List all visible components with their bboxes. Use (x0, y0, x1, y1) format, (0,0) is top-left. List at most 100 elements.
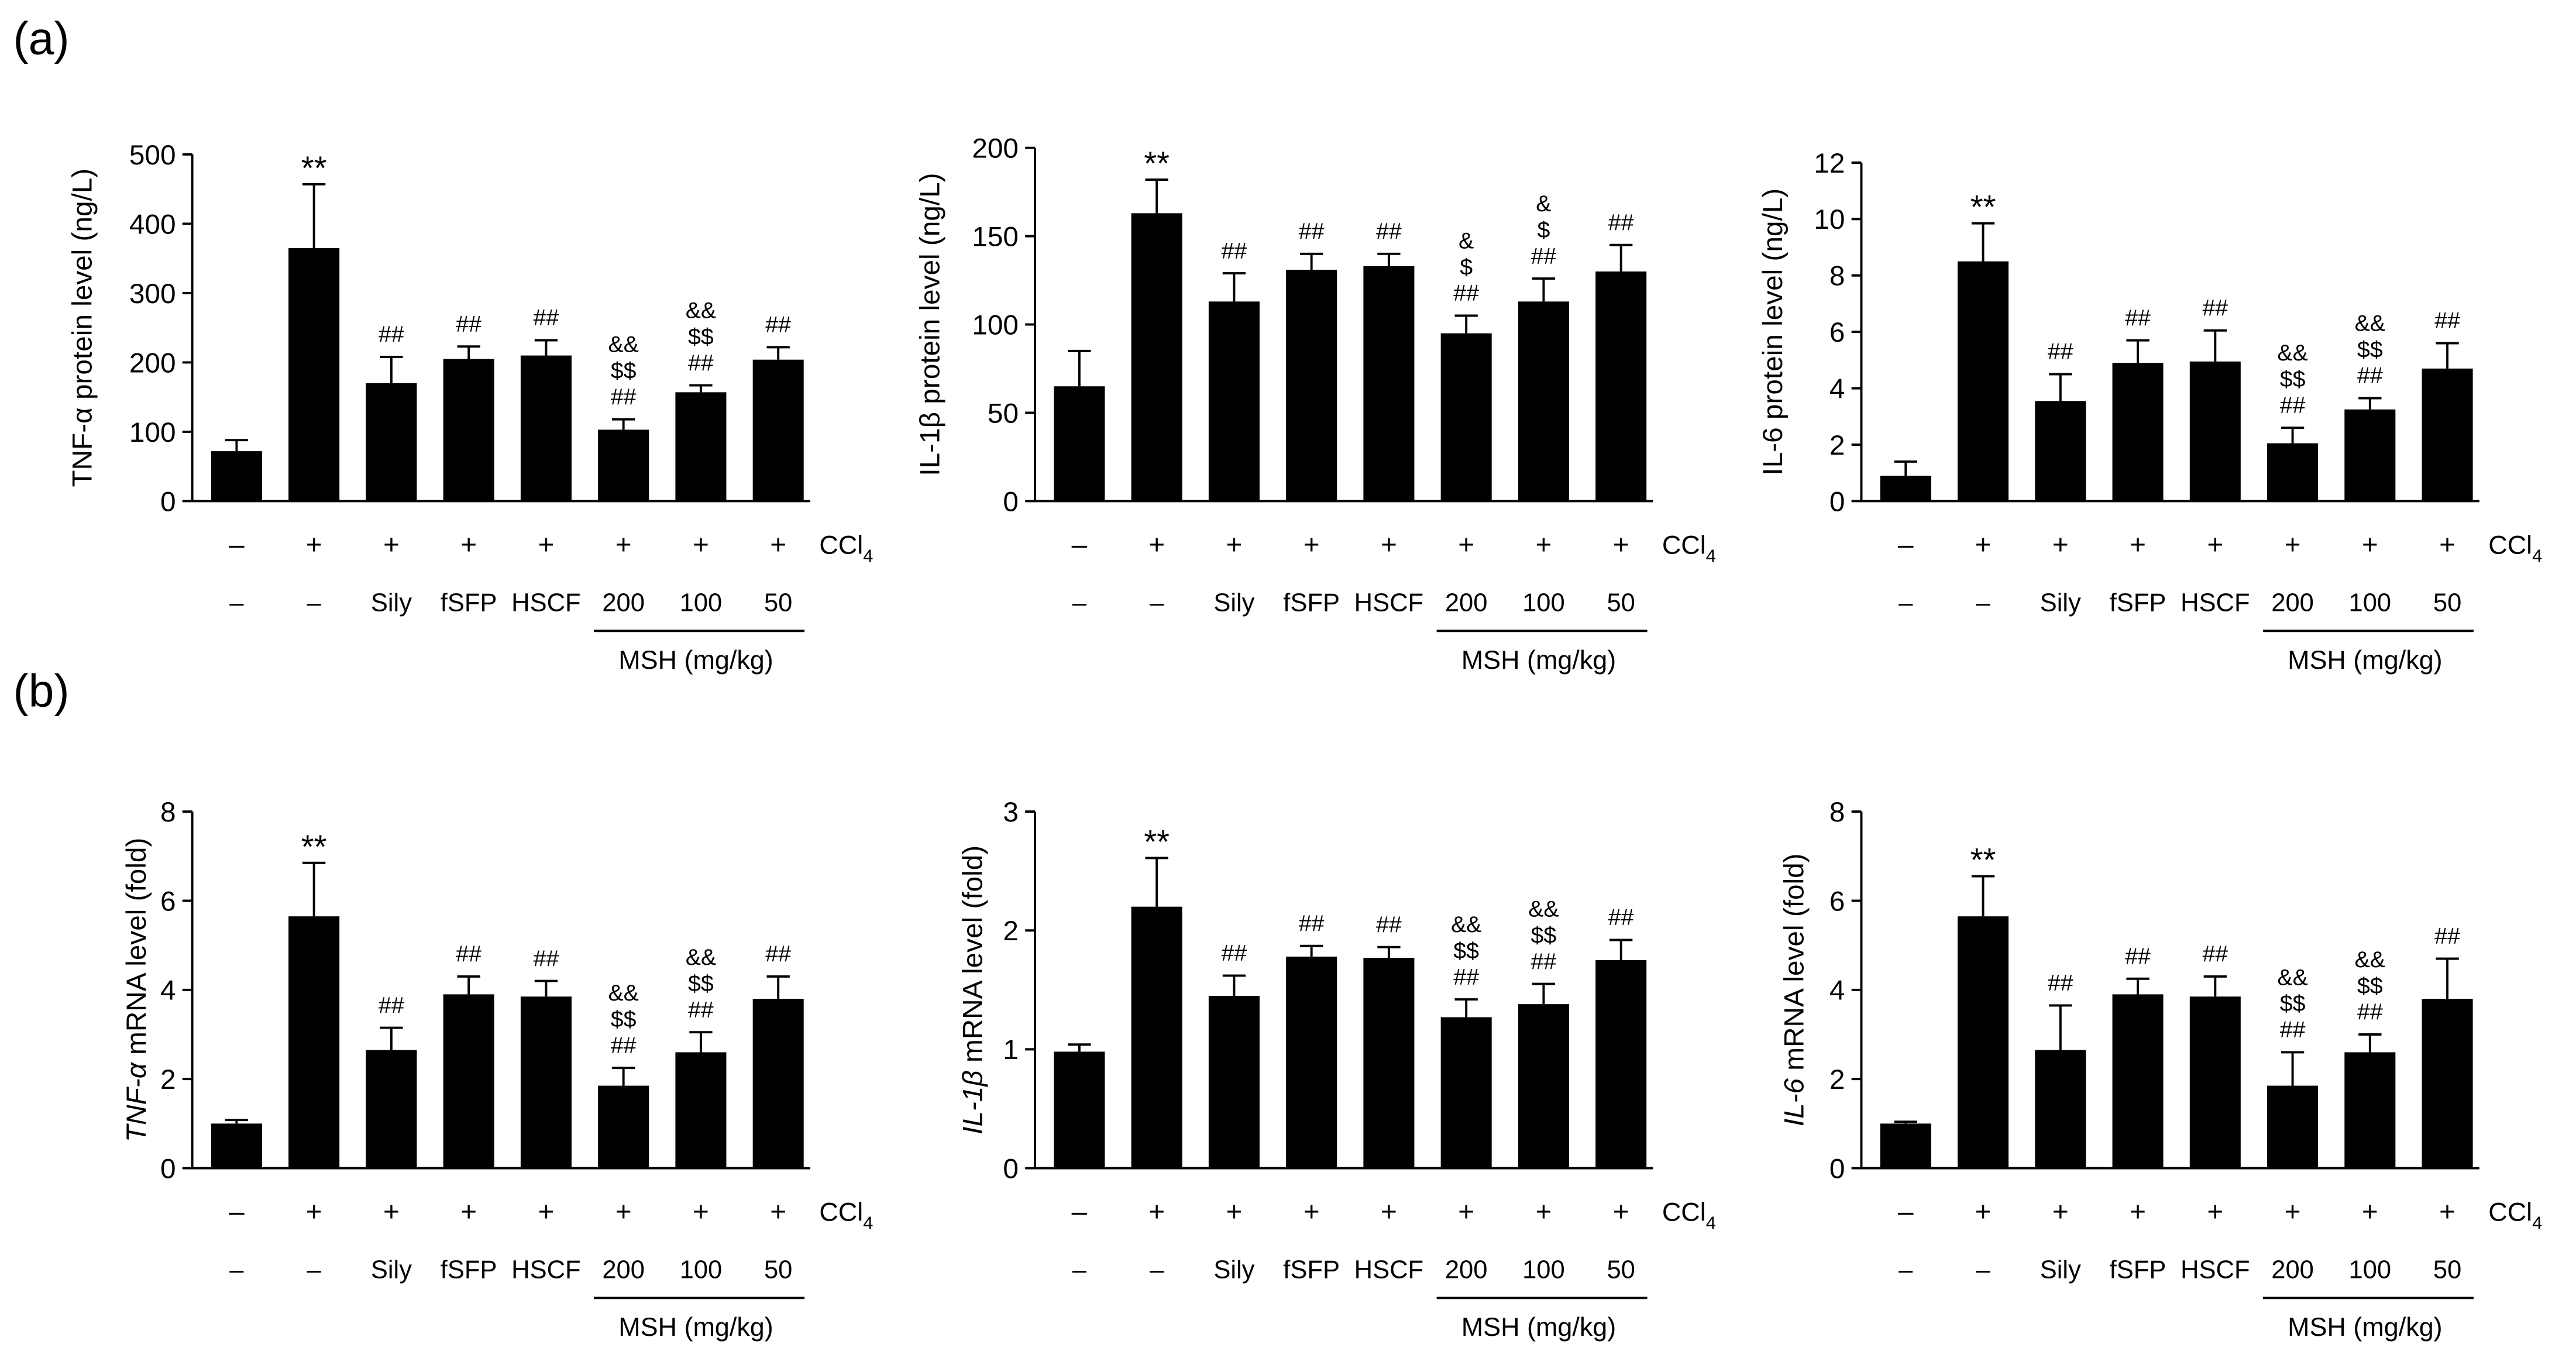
ccl4-label-subscript: 4 (863, 545, 873, 566)
bar (2112, 994, 2164, 1168)
bar (1440, 1017, 1492, 1168)
ccl4-label-subscript: 4 (1706, 1212, 1716, 1233)
bar (675, 392, 727, 501)
bar (1286, 269, 1337, 501)
treatment-label: – (229, 589, 244, 617)
treatment-label: 200 (602, 589, 645, 617)
significance-mark: ## (456, 941, 482, 967)
y-axis-title: IL-6 protein level (ng/L) (1757, 188, 1788, 476)
treatment-label: – (1899, 1256, 1913, 1284)
y-tick-label: 2 (1829, 430, 1845, 461)
treatment-label: HSCF (511, 589, 580, 617)
bar (1440, 333, 1492, 501)
y-tick-label: 0 (1829, 486, 1845, 517)
significance-mark: ## (688, 997, 714, 1023)
bar (2422, 999, 2473, 1168)
y-tick-label: 0 (1003, 1153, 1019, 1184)
significance-mark: ## (2357, 999, 2383, 1025)
bar (2189, 996, 2241, 1168)
ccl4-sign: + (2130, 1196, 2146, 1227)
ccl4-sign: + (770, 529, 786, 560)
y-axis-title: TNF-α protein level (ng/L) (67, 169, 98, 487)
treatment-label: – (307, 589, 322, 617)
y-axis-title: IL-1β mRNA level (fold) (957, 845, 988, 1135)
ccl4-sign: – (229, 529, 245, 560)
y-tick-label: 400 (129, 209, 176, 240)
bar (2344, 1052, 2396, 1168)
bar (1054, 386, 1105, 501)
bar (1595, 960, 1647, 1168)
y-tick-label: 4 (1829, 975, 1845, 1006)
bar (366, 383, 417, 501)
bar (1286, 956, 1337, 1168)
ccl4-sign: + (2052, 529, 2069, 560)
bar (1518, 301, 1569, 501)
ccl4-sign: + (693, 529, 709, 560)
treatment-label: 200 (2271, 1256, 2314, 1284)
significance-mark: ## (456, 311, 482, 337)
significance-mark: ## (2434, 308, 2460, 334)
chart-1: 0 100 200 300 400 500 TNF-α protein level (ng/… (67, 140, 873, 675)
significance-mark: $$ (611, 1006, 637, 1032)
y-axis-title-gene: IL-6 (1779, 1078, 1810, 1126)
ccl4-row-label: CCl4 (819, 530, 873, 566)
group-label: MSH (mg/kg) (1461, 1312, 1616, 1342)
ccl4-row-label: CCl4 (1662, 530, 1716, 566)
ccl4-label-main: CCl (819, 1197, 863, 1226)
y-tick-label: 200 (972, 133, 1019, 164)
ccl4-sign: + (460, 1196, 477, 1227)
y-tick-label: 8 (1829, 797, 1845, 828)
bar (1054, 1051, 1105, 1168)
significance-mark: ## (1299, 219, 1325, 245)
bar (1131, 213, 1182, 501)
y-tick-label: 10 (1814, 204, 1845, 235)
y-tick-label: 6 (1829, 317, 1845, 348)
significance-mark: ## (611, 1033, 637, 1058)
treatment-label: 100 (680, 589, 723, 617)
significance-mark: ## (2280, 1017, 2306, 1043)
significance-mark: ## (379, 322, 404, 348)
panel-label-b: (b) (13, 665, 70, 716)
chart-3: 0 2 4 6 8 10 12 IL-6 protein level (ng/L) – – ** + –… (1757, 148, 2542, 675)
y-tick-label: 2 (160, 1064, 176, 1095)
y-tick-label: 6 (160, 886, 176, 917)
y-tick-label: 200 (129, 348, 176, 379)
significance-mark: && (2277, 340, 2307, 366)
significance-mark: ## (765, 941, 791, 967)
significance-mark: ## (1376, 219, 1402, 245)
significance-mark: ## (2280, 393, 2306, 418)
ccl4-sign: – (1898, 1196, 1914, 1227)
significance-mark: $ (1537, 217, 1550, 243)
ccl4-row-label: CCl4 (2488, 530, 2542, 566)
significance-mark: $$ (2280, 991, 2306, 1016)
treatment-label: 100 (1522, 589, 1565, 617)
ccl4-sign: + (1458, 529, 1474, 560)
bar (752, 359, 804, 501)
y-tick-label: 0 (160, 1153, 176, 1184)
ccl4-sign: + (460, 529, 477, 560)
y-tick-label: 0 (160, 486, 176, 517)
treatment-label: HSCF (2181, 589, 2250, 617)
treatment-label: 200 (602, 1256, 645, 1284)
treatment-label: fSFP (1283, 589, 1340, 617)
significance-stars: ** (301, 828, 327, 865)
significance-mark: $$ (1453, 938, 1479, 964)
bar (211, 451, 262, 501)
significance-mark: ## (2125, 305, 2151, 331)
group-label: MSH (mg/kg) (618, 1312, 773, 1342)
ccl4-label-main: CCl (1662, 530, 1706, 559)
treatment-label: fSFP (1283, 1256, 1340, 1284)
y-tick-label: 0 (1829, 1153, 1845, 1184)
treatment-label: 50 (764, 589, 792, 617)
treatment-label: 50 (2433, 589, 2461, 617)
bar (2422, 368, 2473, 501)
bar (675, 1052, 727, 1168)
bar (2344, 409, 2396, 501)
ccl4-label-subscript: 4 (1706, 545, 1716, 566)
treatment-label: – (307, 1256, 322, 1284)
ccl4-sign: + (306, 529, 322, 560)
y-axis-title: IL-1β protein level (ng/L) (914, 173, 945, 476)
ccl4-label-main: CCl (2488, 530, 2532, 559)
significance-mark: ## (2434, 923, 2460, 949)
ccl4-sign: + (1148, 529, 1165, 560)
